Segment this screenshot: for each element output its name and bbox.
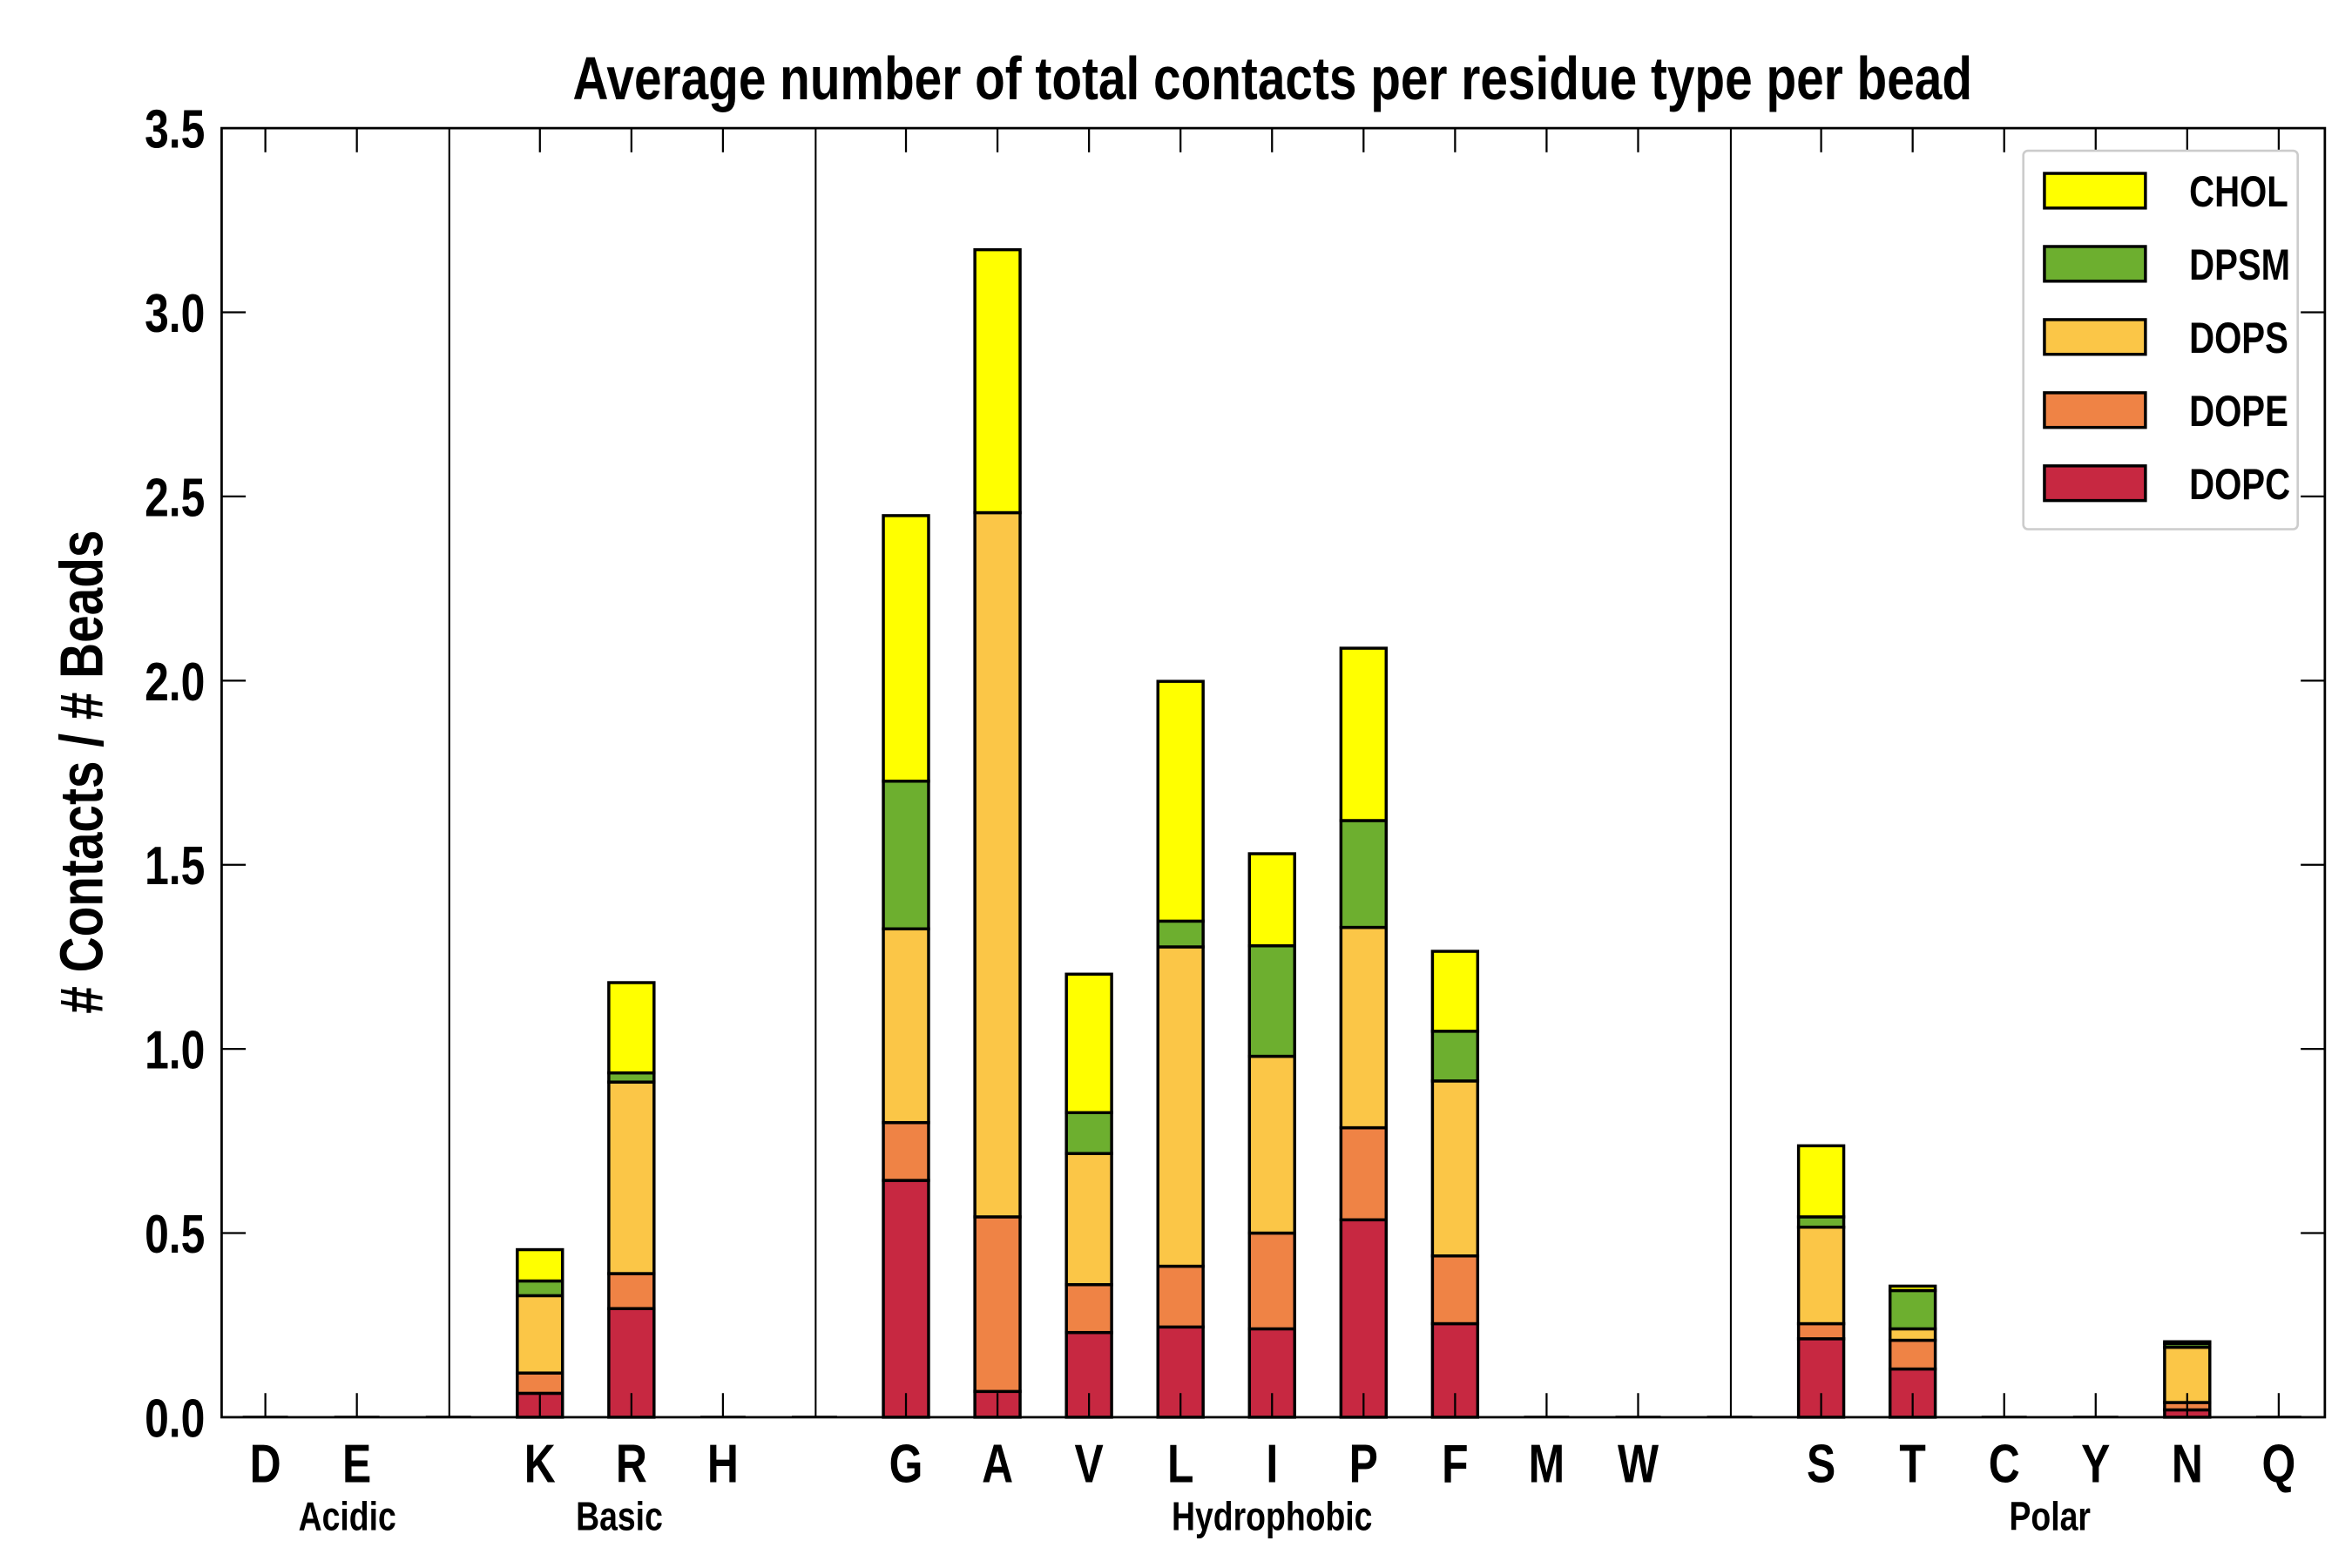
x-tick-label-I: I: [1266, 1433, 1278, 1494]
chart-title: Average number of total contacts per res…: [573, 46, 1973, 113]
x-tick-label-V: V: [1075, 1433, 1105, 1494]
y-axis-label: # Contacts / # Beads: [49, 531, 116, 1014]
x-tick-label-K: K: [524, 1433, 556, 1494]
bar-segment-V-dops: [1064, 1152, 1113, 1287]
bar-segment-I-dope: [1247, 1231, 1296, 1331]
y-tick-label: 3.0: [145, 283, 205, 344]
bar-segment-S-dops: [1796, 1226, 1846, 1326]
x-tick-label-W: W: [1618, 1433, 1659, 1494]
bar-segment-T-chol: [1888, 1284, 1937, 1293]
bar-segment-S-dope: [1796, 1321, 1846, 1341]
x-tick-label-N: N: [2172, 1433, 2203, 1494]
bar-segment-K-dope: [516, 1371, 564, 1396]
bar-segment-S-chol: [1796, 1144, 1846, 1219]
bar-segment-L-dpsm: [1156, 919, 1205, 949]
bar-segment-P-dpsm: [1339, 819, 1389, 929]
legend-label-dope: DOPE: [2189, 387, 2288, 436]
bar-segment-I-chol: [1247, 852, 1296, 948]
group-label-basic: Basic: [576, 1494, 663, 1539]
legend-swatch-dope: [2043, 391, 2147, 429]
bar-segment-P-dops: [1339, 925, 1389, 1130]
x-tick-label-M: M: [1529, 1433, 1565, 1494]
x-tick-label-L: L: [1167, 1433, 1193, 1494]
legend-swatch-dops: [2043, 318, 2147, 356]
bar-segment-V-dpsm: [1064, 1111, 1113, 1155]
legend: CHOL DPSM DOPS DOPE DOPC: [2022, 149, 2299, 531]
bar-segment-F-dpsm: [1430, 1030, 1480, 1083]
bar-segment-F-dope: [1430, 1254, 1480, 1326]
bar-segment-P-chol: [1339, 646, 1389, 822]
x-tick-label-Y: Y: [2081, 1433, 2110, 1494]
legend-swatch-chol: [2043, 172, 2147, 210]
bar-segment-F-chol: [1430, 950, 1480, 1033]
x-tick-label-Q: Q: [2262, 1433, 2296, 1494]
bar-segment-R-dope: [607, 1272, 656, 1310]
bar-segment-A-chol: [973, 247, 1022, 515]
bar-segment-K-dops: [516, 1294, 564, 1375]
bar-segment-V-chol: [1064, 972, 1113, 1114]
legend-label-dopc: DOPC: [2189, 460, 2290, 509]
group-label-polar: Polar: [2010, 1494, 2091, 1539]
bar-segment-R-dops: [607, 1080, 656, 1275]
group-label-hydrophobic: Hydrophobic: [1172, 1494, 1372, 1539]
bar-segment-K-dpsm: [516, 1279, 564, 1298]
bar-segment-T-dops: [1888, 1327, 1937, 1342]
bars-layer: [242, 247, 2301, 1419]
x-tick-label-P: P: [1349, 1433, 1378, 1494]
x-tick-label-H: H: [707, 1433, 739, 1494]
y-tick-label: 2.0: [145, 651, 205, 712]
bar-segment-G-dops: [882, 927, 930, 1125]
x-tick-label-S: S: [1807, 1433, 1835, 1494]
bar-segment-K-chol: [516, 1247, 564, 1283]
bar-segment-G-dopc: [882, 1179, 930, 1419]
bar-segment-G-chol: [882, 514, 930, 783]
bar-segment-A-dops: [973, 510, 1022, 1219]
bar-segment-S-dpsm: [1796, 1215, 1846, 1229]
bar-segment-T-dope: [1888, 1338, 1937, 1371]
bar-segment-P-dopc: [1339, 1218, 1389, 1419]
x-tick-label-T: T: [1899, 1433, 1925, 1494]
x-tick-label-F: F: [1442, 1433, 1468, 1494]
y-tick-label: 3.5: [145, 98, 205, 159]
bar-segment-L-chol: [1156, 679, 1205, 923]
bar-segment-I-dpsm: [1247, 944, 1296, 1058]
legend-swatch-dpsm: [2043, 245, 2147, 283]
bar-segment-P-dope: [1339, 1125, 1389, 1222]
legend-swatch-dopc: [2043, 464, 2147, 503]
bar-segment-I-dops: [1247, 1054, 1296, 1235]
x-tick-label-D: D: [250, 1433, 281, 1494]
legend-label-dops: DOPS: [2189, 314, 2288, 362]
bar-segment-G-dope: [882, 1120, 930, 1182]
axes-layer: D E K R H G A V L I P F M W S T C Y N Q Acidic Basic Hydrophob…: [145, 98, 2327, 1539]
bar-segment-R-chol: [607, 981, 656, 1075]
y-tick-label: 0.0: [145, 1388, 205, 1449]
bar-segment-G-dpsm: [882, 780, 930, 931]
y-tick-label: 1.5: [145, 835, 205, 896]
y-tick-label: 0.5: [145, 1204, 205, 1265]
bar-segment-F-dops: [1430, 1079, 1480, 1258]
legend-label-dpsm: DPSM: [2189, 240, 2290, 289]
bar-segment-V-dope: [1064, 1282, 1113, 1335]
bar-segment-L-dope: [1156, 1264, 1205, 1329]
group-label-acidic: Acidic: [299, 1494, 396, 1539]
bar-segment-N-chol: [2163, 1340, 2212, 1346]
x-tick-label-E: E: [342, 1433, 371, 1494]
legend-label-chol: CHOL: [2189, 167, 2288, 216]
y-tick-label: 2.5: [145, 467, 205, 528]
plot-frame: [220, 126, 2327, 1419]
x-tick-label-G: G: [889, 1433, 923, 1494]
bar-segment-L-dops: [1156, 945, 1205, 1268]
y-tick-label: 1.0: [145, 1019, 205, 1080]
x-tick-label-C: C: [1989, 1433, 2020, 1494]
x-tick-label-A: A: [982, 1433, 1013, 1494]
bar-segment-A-dope: [973, 1215, 1022, 1394]
x-tick-label-R: R: [616, 1433, 647, 1494]
bar-segment-T-dpsm: [1888, 1288, 1937, 1331]
